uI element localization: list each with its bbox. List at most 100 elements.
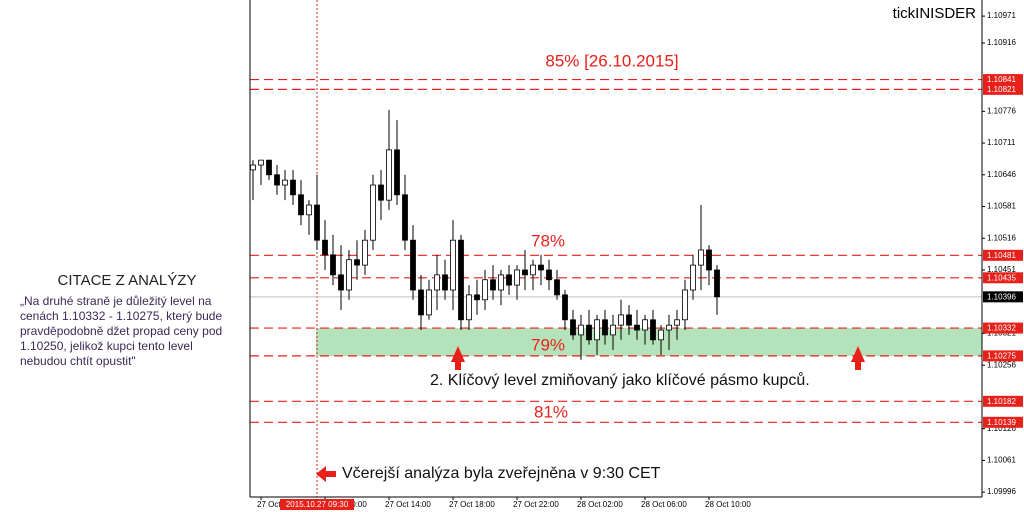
candle-body: [450, 239, 456, 291]
candle-body: [434, 274, 440, 291]
annotation: 81%: [534, 402, 568, 421]
candle-body: [330, 254, 336, 276]
candle-body: [322, 239, 328, 256]
y-tick-label: 1.10581: [987, 202, 1016, 211]
candle-body: [698, 249, 704, 266]
candle-body: [258, 159, 264, 166]
y-tick-label: 1.10646: [987, 170, 1016, 179]
annotation: Včerejší analýza byla zveřejněna v 9:30 …: [342, 465, 661, 482]
candle-body: [458, 239, 464, 321]
candle-body: [410, 239, 416, 291]
level-label-box: [983, 322, 1023, 334]
candle-body: [658, 329, 664, 341]
candle-body: [498, 274, 504, 291]
marker-label-box: [280, 499, 354, 510]
level-label: 1.10332: [987, 324, 1016, 333]
candle-body: [554, 279, 560, 296]
level-label: 1.10182: [987, 397, 1016, 406]
price-label-box: [983, 291, 1023, 303]
y-tick-label: 1.10451: [987, 265, 1016, 274]
annotation: 79%: [531, 335, 565, 354]
candle-body: [346, 259, 352, 291]
candle-body: [682, 289, 688, 321]
y-tick-label: 1.10776: [987, 106, 1016, 115]
candle-body: [314, 204, 320, 241]
candle-body: [442, 274, 448, 291]
candle-body: [338, 274, 344, 291]
level-label-box: [983, 74, 1023, 86]
level-label: 1.10821: [987, 85, 1016, 94]
level-label-box: [983, 249, 1023, 261]
candle-body: [642, 319, 648, 331]
level-label-box: [983, 416, 1023, 428]
candle-body: [354, 259, 360, 266]
up-arrow: [451, 346, 465, 370]
candle-body: [266, 159, 272, 176]
level-label-box: [983, 395, 1023, 407]
level-label-box: [983, 83, 1023, 95]
annotation: 2. Klíčový level zmiňovaný jako klíčové …: [430, 371, 810, 389]
candle-body: [546, 269, 552, 281]
candle-body: [306, 204, 312, 216]
candle-body: [634, 324, 640, 331]
candle-body: [650, 319, 656, 341]
x-tick-label: 27 Oct 14:00: [385, 500, 431, 509]
candle-body: [522, 269, 528, 276]
marker-label: 2015.10.27 09:30: [286, 500, 349, 509]
level-label: 1.10841: [987, 75, 1016, 84]
level-label: 1.10139: [987, 418, 1016, 427]
y-tick-label: 1.10256: [987, 360, 1016, 369]
candle-body: [482, 279, 488, 301]
price-label: 1.10396: [987, 292, 1016, 301]
watermark: tickINISDER: [893, 5, 977, 22]
y-tick-label: 1.10971: [987, 11, 1016, 20]
candle-body: [386, 149, 392, 201]
candle-body: [402, 194, 408, 241]
level-label-box: [983, 350, 1023, 362]
candle-body: [370, 184, 376, 241]
annotation: 85% [26.10.2015]: [545, 51, 678, 70]
x-tick-label: 27 Oct 18:00: [449, 500, 495, 509]
up-arrow: [851, 346, 865, 370]
level-label: 1.10481: [987, 251, 1016, 260]
candle-body: [362, 239, 368, 266]
candle-body: [626, 314, 632, 326]
candle-body: [690, 264, 696, 291]
candle-body: [418, 289, 424, 316]
y-tick-label: 1.09996: [987, 487, 1016, 496]
y-tick-label: 1.10126: [987, 424, 1016, 433]
candle-body: [538, 264, 544, 271]
x-tick-label: 27 Oct 22:00: [513, 500, 559, 509]
x-tick-label: 28 Oct 02:00: [577, 500, 623, 509]
y-tick-label: 1.10061: [987, 455, 1016, 464]
candle-body: [594, 319, 600, 341]
y-tick-label: 1.10711: [987, 138, 1016, 147]
level-label: 1.10275: [987, 352, 1016, 361]
annotation: 78%: [531, 231, 565, 250]
candle-body: [426, 289, 432, 316]
candle-body: [474, 294, 480, 301]
candle-body: [562, 294, 568, 321]
sidebar-quote: „Na druhé straně je důležitý level na ce…: [20, 294, 223, 368]
candle-body: [674, 319, 680, 326]
y-tick-label: 1.10516: [987, 233, 1016, 242]
candle-body: [378, 184, 384, 201]
candle-body: [570, 319, 576, 336]
candle-body: [298, 194, 304, 216]
level-label-box: [983, 272, 1023, 284]
candle-body: [714, 269, 720, 298]
candle-body: [282, 179, 288, 186]
candle-body: [706, 249, 712, 271]
candle-body: [250, 164, 256, 171]
candle-body: [514, 269, 520, 286]
candle-body: [666, 324, 672, 331]
candle-body: [394, 149, 400, 196]
y-tick-label: 1.10916: [987, 38, 1016, 47]
candle-body: [530, 264, 536, 276]
candle-body: [506, 274, 512, 286]
candle-body: [618, 314, 624, 326]
left-arrow: [316, 466, 336, 482]
x-tick-label: 28 Oct 10:00: [705, 500, 751, 509]
